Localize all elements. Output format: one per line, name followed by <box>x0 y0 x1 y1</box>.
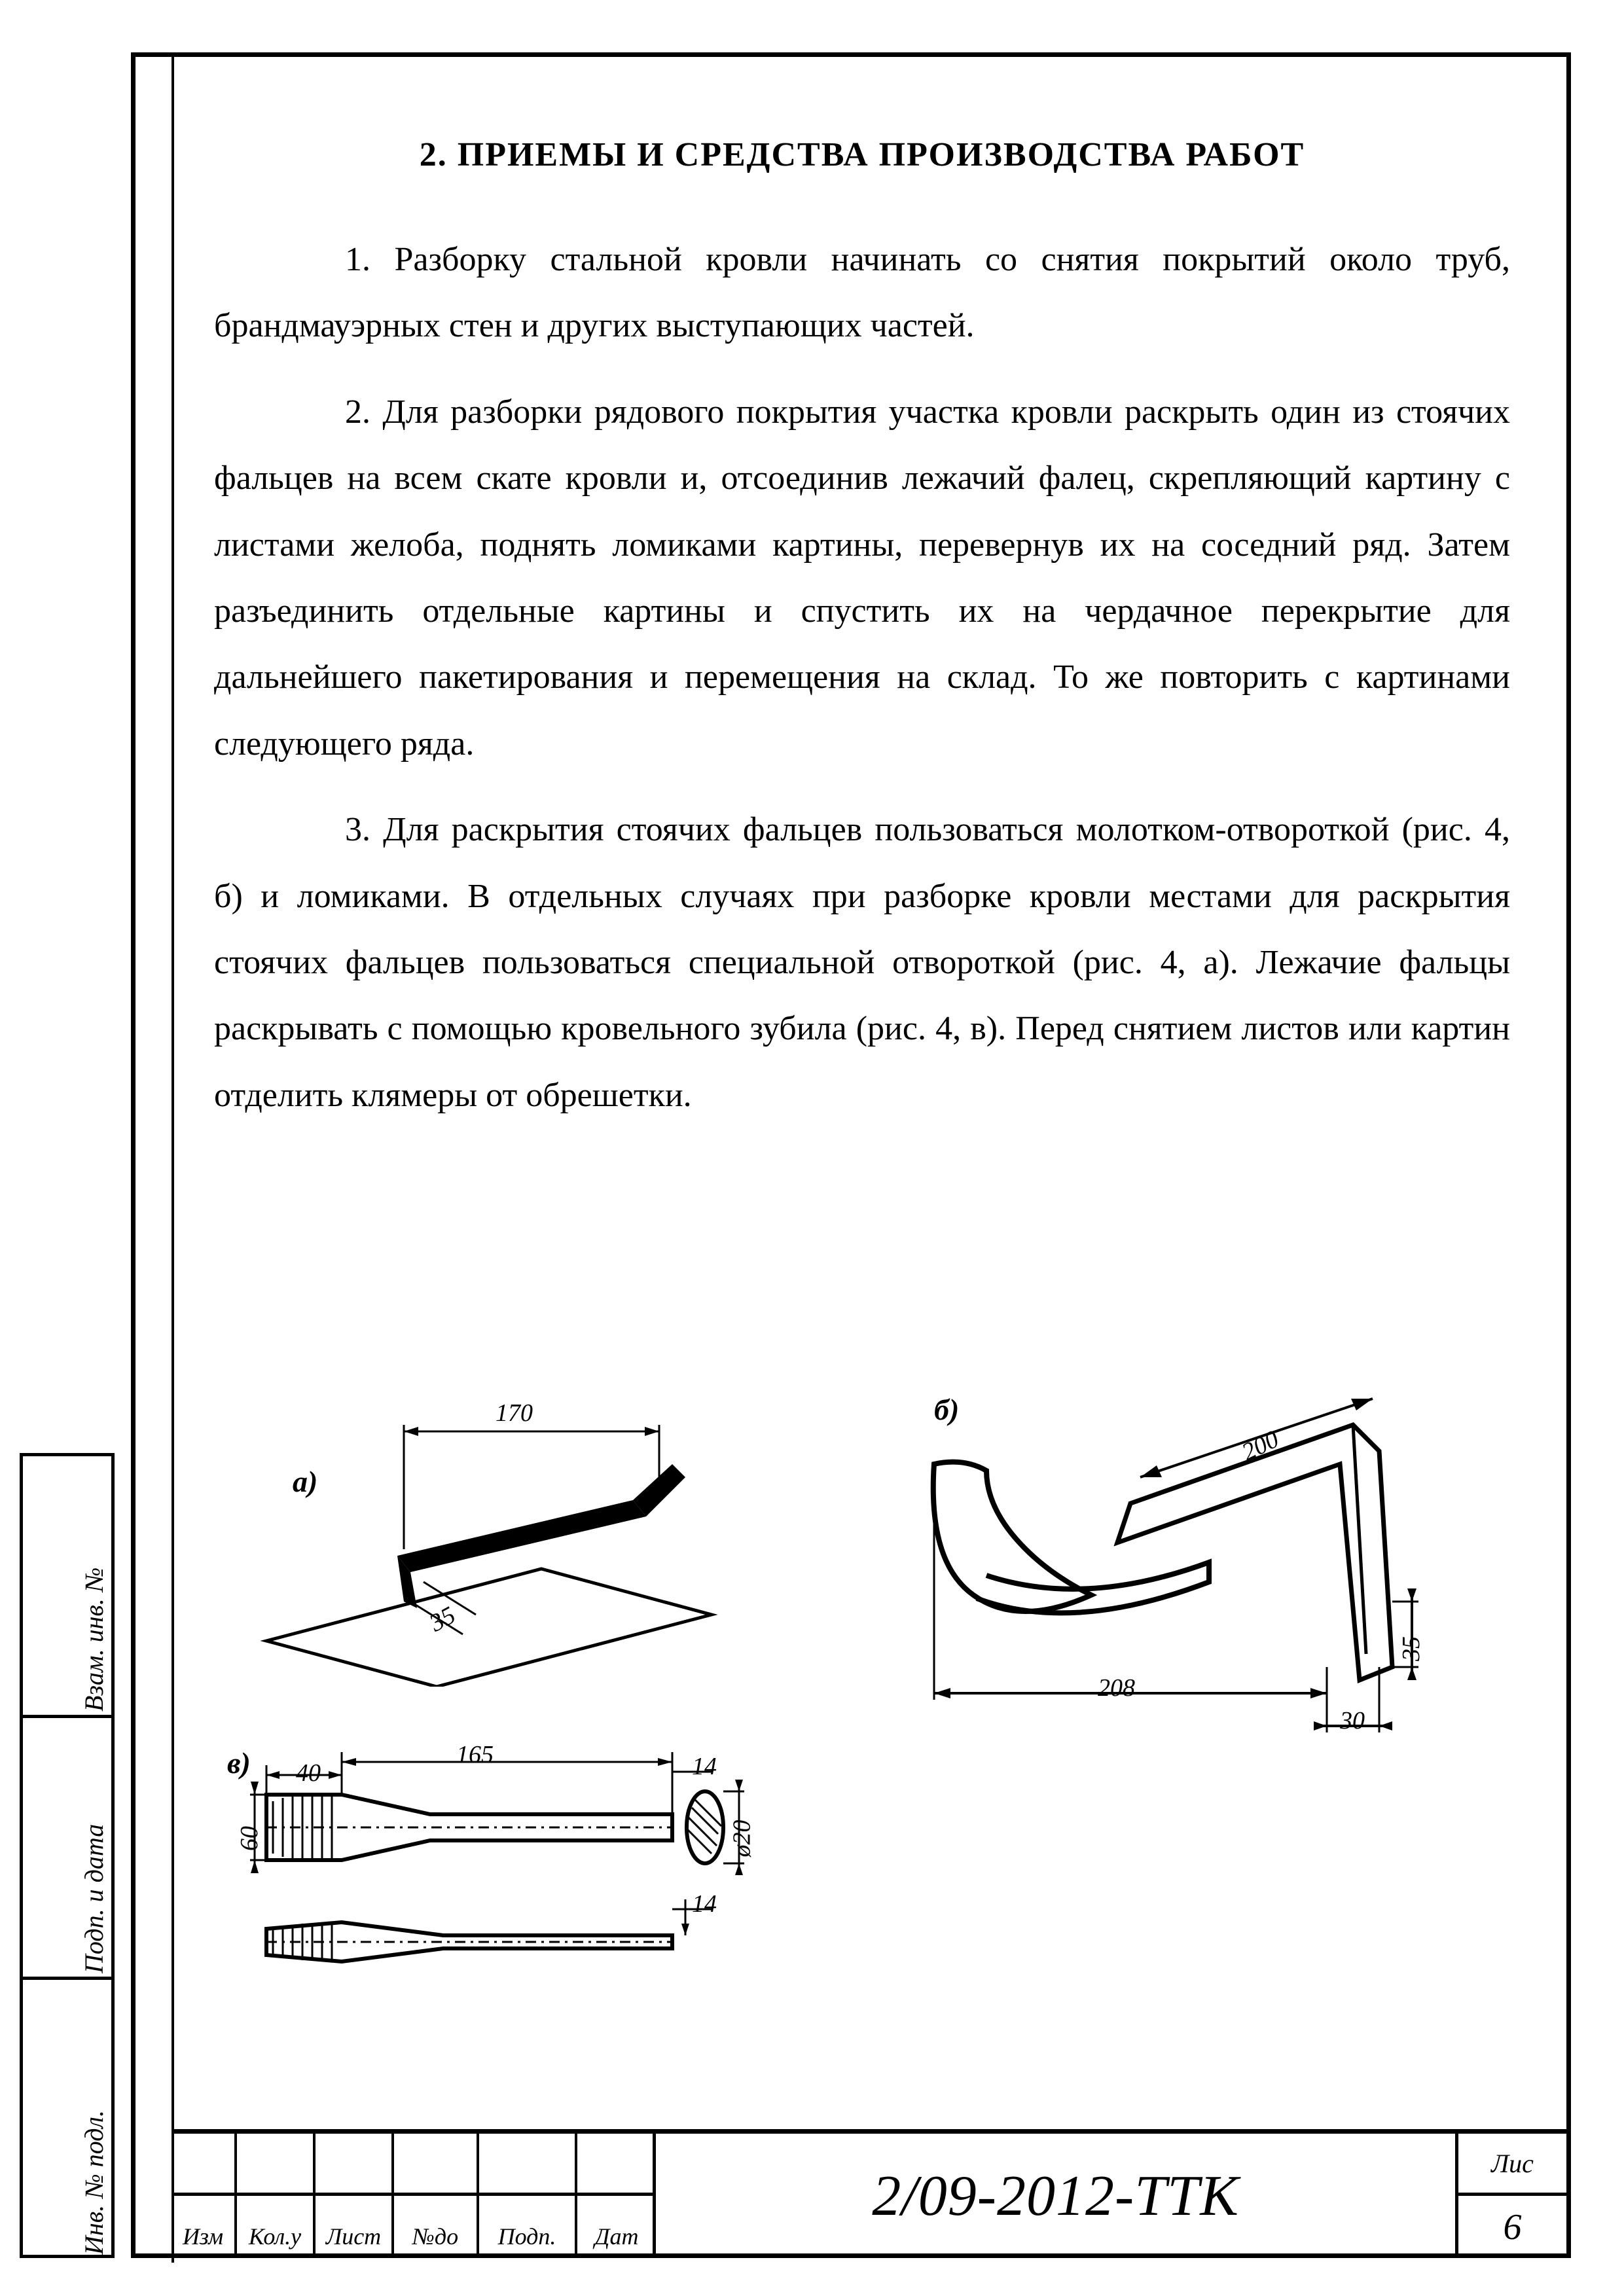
tb-label-ndo: №до <box>394 2223 477 2250</box>
figure-b-dim-bottom: 208 <box>1098 1674 1135 1702</box>
tb-label-dat: Дат <box>577 2223 656 2250</box>
title-block-center: 2/09-2012-ТТК <box>656 2134 1455 2258</box>
paragraph-3: 3. Для раскрытия стоячих фальцев пользов… <box>214 797 1510 1128</box>
sidebar-label-3: Инв. № подл. <box>79 2110 109 2255</box>
sidebar-cell-1: Взам. инв. № <box>20 1453 111 1715</box>
tb-label-izm: Изм <box>171 2223 234 2250</box>
text-content: 2. ПРИЕМЫ И СРЕДСТВА ПРОИЗВОДСТВА РАБОТ … <box>214 135 1510 1148</box>
title-block: Изм Кол.у Лист №до Подп. Дат 2/09-2012-Т… <box>171 2129 1566 2253</box>
figure-a-dim-top: 170 <box>496 1399 533 1427</box>
figure-v-dim-left: 40 <box>296 1759 321 1787</box>
paragraph-1: 1. Разборку стальной кровли начинать со … <box>214 226 1510 359</box>
binding-sidebar: Взам. инв. № Подп. и дата Инв. № подл. <box>0 1453 131 2258</box>
figure-b-label: б) <box>934 1392 959 1427</box>
tb-col-izm: Изм <box>171 2134 237 2258</box>
tb-col-dat: Дат <box>577 2134 656 2258</box>
sheet-number: 6 <box>1458 2196 1566 2258</box>
figure-v-dim-d: ø20 <box>728 1820 757 1857</box>
tb-label-kolu: Кол.у <box>237 2223 313 2250</box>
figures-panel: а) 170 35 <box>214 1392 1510 2047</box>
figure-a-label: а) <box>293 1464 317 1499</box>
figure-a-svg <box>253 1405 725 1687</box>
page: Взам. инв. № Подп. и дата Инв. № подл. 2… <box>0 0 1624 2296</box>
tb-label-list: Лист <box>316 2223 391 2250</box>
sidebar-label-2: Подп. и дата <box>79 1824 109 1973</box>
tb-col-podp: Подп. <box>479 2134 577 2258</box>
tb-label-podp: Подп. <box>479 2223 575 2250</box>
sheet-label: Лис <box>1458 2134 1566 2196</box>
title-block-revisions: Изм Кол.у Лист №до Подп. Дат <box>171 2134 656 2258</box>
figure-v-dim-top: 165 <box>456 1740 494 1769</box>
sidebar-cell-2: Подп. и дата <box>20 1715 111 1977</box>
figure-a: а) 170 35 <box>253 1405 725 1687</box>
paragraph-2: 2. Для разборки рядового покрытия участк… <box>214 379 1510 777</box>
tb-col-list: Лист <box>316 2134 394 2258</box>
binding-line <box>171 57 174 2263</box>
figure-v-dim-r2: 14 <box>692 1890 717 1918</box>
sidebar-vline-right <box>111 1453 115 2258</box>
drawing-frame: 2. ПРИЕМЫ И СРЕДСТВА ПРОИЗВОДСТВА РАБОТ … <box>131 52 1571 2258</box>
figure-b: б) 200 208 35 30 <box>856 1392 1445 1765</box>
tb-col-kolu: Кол.у <box>237 2134 316 2258</box>
figure-v-dim-r1: 14 <box>692 1752 717 1781</box>
tb-col-ndo: №до <box>394 2134 479 2258</box>
figure-v-label: в) <box>227 1746 251 1780</box>
figure-v: в) 165 40 60 14 ø20 14 <box>227 1732 764 1994</box>
figure-b-dim-w: 30 <box>1340 1706 1365 1735</box>
figure-v-dim-h: 60 <box>235 1826 264 1851</box>
title-block-sheet: Лис 6 <box>1455 2134 1566 2258</box>
section-heading: 2. ПРИЕМЫ И СРЕДСТВА ПРОИЗВОДСТВА РАБОТ <box>214 135 1510 174</box>
sidebar-cell-3: Инв. № подл. <box>20 1977 111 2258</box>
figure-b-dim-h: 35 <box>1397 1636 1426 1661</box>
sidebar-label-1: Взам. инв. № <box>79 1568 109 1712</box>
document-code: 2/09-2012-ТТК <box>872 2163 1238 2229</box>
